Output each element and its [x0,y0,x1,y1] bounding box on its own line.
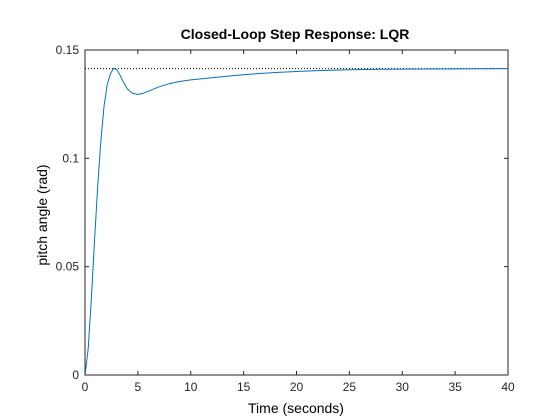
x-tick-label: 35 [448,380,462,394]
x-axis-label: Time (seconds) [248,400,344,416]
x-tick-label: 25 [343,380,357,394]
x-tick-label: 0 [82,380,89,394]
axes-box [84,49,509,376]
chart-title: Closed-Loop Step Response: LQR [181,26,410,42]
x-tick-label: 5 [135,380,142,394]
series-layer [84,67,509,376]
y-tick-label: 0.1 [62,151,79,165]
y-axis-label: pitch angle (rad) [34,164,50,265]
y-tick-label: 0 [72,368,79,382]
y-tick-label: 0.15 [56,43,80,57]
x-tick-label: 10 [184,380,198,394]
x-tick-label: 20 [290,380,304,394]
step-response-line [84,67,509,376]
y-tick-label: 0.05 [56,260,80,274]
plot-area: 0 5 10 15 20 25 30 35 40 0 0.05 0.1 0.15 [56,43,515,394]
tick-layer: 0 5 10 15 20 25 30 35 40 0 0.05 0.1 0.15 [56,43,515,394]
x-tick-label: 30 [396,380,410,394]
x-tick-label: 15 [237,380,251,394]
x-tick-label: 40 [501,380,515,394]
